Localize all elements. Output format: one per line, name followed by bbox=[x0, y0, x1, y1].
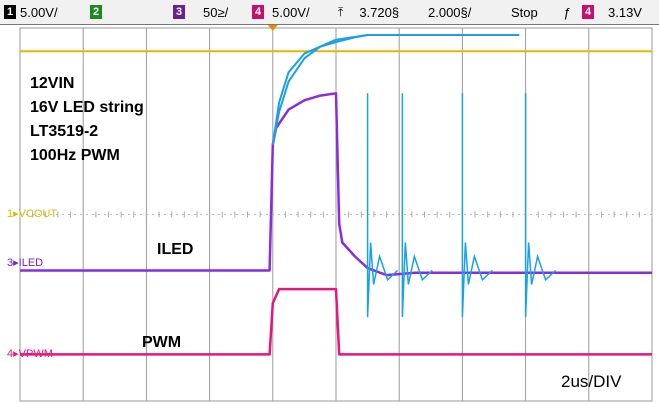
ch3-scale: 50≥/ bbox=[203, 4, 229, 20]
ch1-badge: 1 bbox=[4, 5, 16, 19]
ringing-transient bbox=[461, 93, 493, 318]
trace-vsw-ch2 bbox=[271, 34, 520, 145]
vin-note: 12VIN bbox=[30, 75, 75, 92]
ch3-marker-icon: 3▸ bbox=[7, 257, 19, 269]
iled-trace-label: ILED bbox=[157, 241, 194, 258]
ch1-marker-icon: 1▸ bbox=[7, 208, 19, 220]
ch3-badge: 3 bbox=[173, 5, 185, 19]
trigger-position[interactable]: ⤒ 3.720§ bbox=[338, 4, 400, 20]
trigger-level: 3.13V bbox=[608, 4, 642, 20]
markers bbox=[267, 25, 278, 31]
iled-channel-label: 3▸ILED bbox=[7, 257, 44, 269]
timebase-readout[interactable]: 2.000§/ bbox=[428, 4, 472, 20]
ringing-transient bbox=[401, 93, 433, 318]
graticule bbox=[19, 27, 653, 402]
traces bbox=[20, 34, 652, 356]
scope-status-bar: 1 5.00V/ 2 3 50≥/ 4 5.00V/ ⤒ 3.720§ 2.00… bbox=[0, 0, 659, 25]
part-note: LT3519-2 bbox=[30, 123, 99, 140]
load-note: 16V LED string bbox=[30, 99, 144, 116]
timebase-note: 2us/DIV bbox=[561, 372, 622, 391]
vcout-channel-label: 1▸VCOUT bbox=[7, 208, 58, 220]
ch4-readout[interactable]: 4 5.00V/ bbox=[252, 3, 310, 21]
ch4-badge: 4 bbox=[252, 5, 264, 19]
pwm-freq-note: 100Hz PWM bbox=[30, 147, 120, 164]
trigger-slope-icon[interactable]: ƒ bbox=[563, 4, 571, 20]
trace-pwm bbox=[20, 287, 652, 356]
ch2-readout[interactable]: 2 bbox=[90, 3, 102, 21]
run-state[interactable]: Stop bbox=[511, 4, 538, 20]
pwm-trace-label: PWM bbox=[142, 334, 182, 351]
ch2-badge: 2 bbox=[90, 5, 102, 19]
ringing-transient bbox=[524, 93, 557, 318]
ch4-marker-icon: 4▸ bbox=[7, 348, 19, 360]
scope-display bbox=[19, 25, 653, 402]
ch4-scale: 5.00V/ bbox=[272, 4, 310, 20]
ringing-transient bbox=[366, 93, 399, 318]
ch3-readout[interactable]: 3 50≥/ bbox=[173, 3, 228, 21]
trigger-position-marker bbox=[267, 25, 278, 31]
ch1-scale: 5.00V/ bbox=[20, 4, 58, 20]
trigger-channel-badge: 4 bbox=[582, 5, 594, 19]
ch1-readout[interactable]: 1 5.00V/ bbox=[4, 3, 58, 21]
trigger-position-icon: ⤒ bbox=[338, 4, 344, 19]
vpwm-channel-label: 4▸VPWM bbox=[7, 348, 53, 360]
trigger-level-readout[interactable]: 4 3.13V bbox=[582, 3, 642, 21]
